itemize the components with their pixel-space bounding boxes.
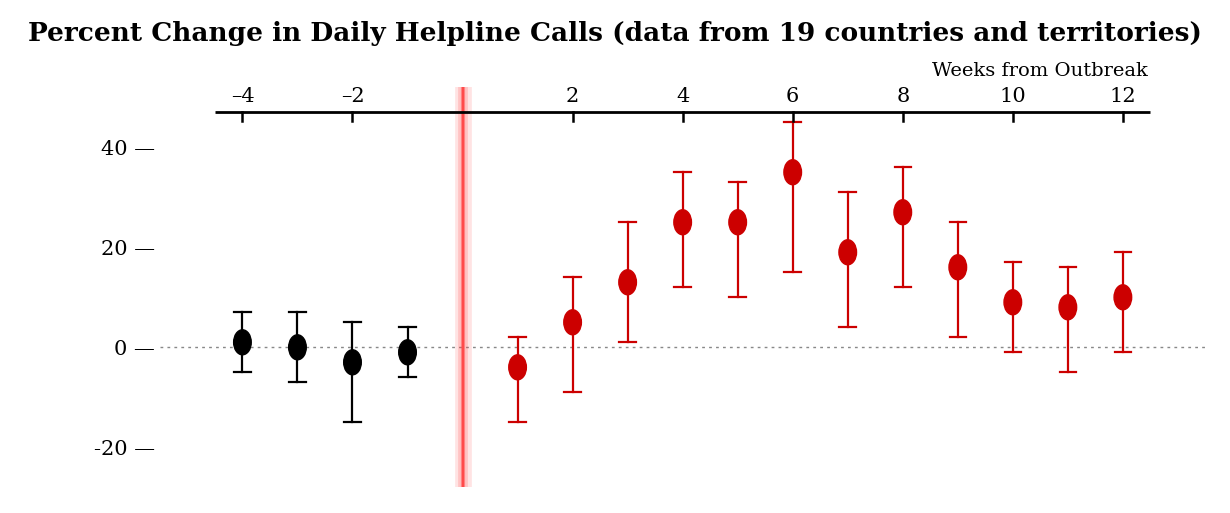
Ellipse shape bbox=[509, 355, 526, 380]
Ellipse shape bbox=[729, 210, 747, 235]
Text: –4: –4 bbox=[231, 87, 255, 106]
Ellipse shape bbox=[784, 160, 802, 185]
Ellipse shape bbox=[399, 340, 416, 365]
Ellipse shape bbox=[619, 270, 636, 295]
Text: –2: –2 bbox=[341, 87, 364, 106]
Text: Weeks from Outbreak: Weeks from Outbreak bbox=[932, 62, 1149, 80]
Ellipse shape bbox=[289, 335, 306, 360]
Ellipse shape bbox=[563, 310, 582, 335]
Text: 10: 10 bbox=[1000, 87, 1026, 106]
Ellipse shape bbox=[674, 210, 691, 235]
Text: 8: 8 bbox=[897, 87, 909, 106]
Text: Percent Change in Daily Helpline Calls (data from 19 countries and territories): Percent Change in Daily Helpline Calls (… bbox=[28, 21, 1202, 46]
Text: 6: 6 bbox=[786, 87, 800, 106]
Text: 4: 4 bbox=[676, 87, 689, 106]
Ellipse shape bbox=[343, 350, 362, 375]
Ellipse shape bbox=[1004, 290, 1022, 315]
Ellipse shape bbox=[950, 255, 967, 280]
Text: 2: 2 bbox=[566, 87, 579, 106]
Ellipse shape bbox=[1059, 295, 1076, 320]
Ellipse shape bbox=[839, 240, 856, 265]
Text: 12: 12 bbox=[1109, 87, 1137, 106]
Ellipse shape bbox=[234, 330, 251, 355]
Ellipse shape bbox=[894, 200, 911, 225]
Ellipse shape bbox=[1114, 285, 1132, 310]
